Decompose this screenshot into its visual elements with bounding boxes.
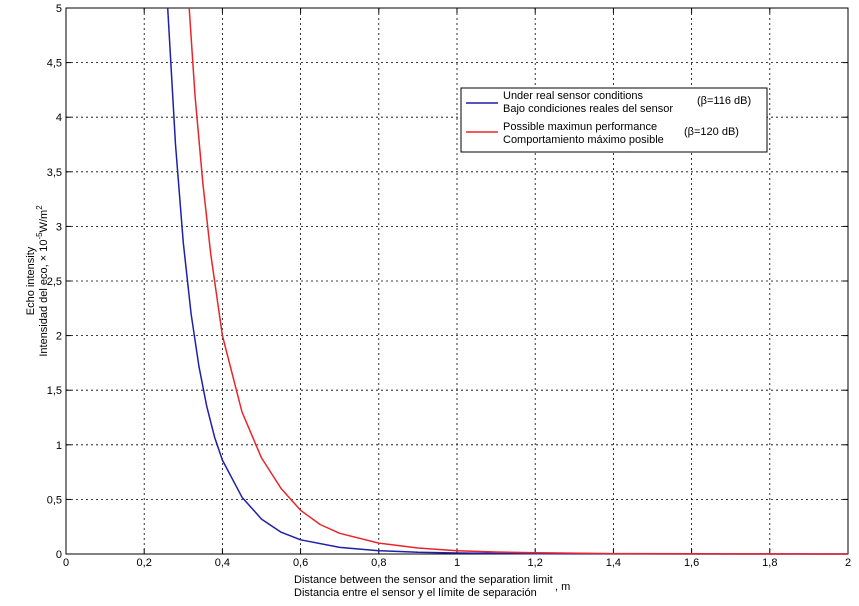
x-axis-label-en: Distance between the sensor and the sepa… — [294, 574, 553, 586]
series-line-1 — [188, 7, 849, 555]
y-axis-label-es: Intensidad del eco, × 10-5W/m2 — [35, 205, 50, 357]
y-tick-label: 1 — [56, 440, 62, 452]
x-tick-label: 0,6 — [293, 557, 308, 569]
y-axis-label: Echo intensity Intensidad del eco, × 10-… — [25, 205, 50, 357]
x-axis-label-unit: , m — [555, 581, 570, 593]
y-axis-label-en: Echo intensity — [25, 246, 37, 315]
y-tick-labels: 0 0,5 1 1,5 2 2,5 3 3,5 4 4,5 5 — [47, 3, 62, 561]
x-tick-label: 1,4 — [606, 557, 621, 569]
x-axis-label-es: Distancia entre el sensor y el límite de… — [294, 587, 537, 599]
legend-label-real-es: Bajo condiciones reales del sensor — [503, 103, 673, 115]
y-tick-label: 1,5 — [47, 385, 62, 397]
legend-box — [460, 87, 768, 153]
x-tick-label: 2 — [845, 557, 851, 569]
x-tick-label: 0,2 — [137, 557, 152, 569]
y-tick-label: 3,5 — [47, 167, 62, 179]
y-tick-label: 5 — [56, 3, 62, 15]
series-lines — [166, 7, 849, 555]
y-tick-label: 0,5 — [47, 494, 62, 506]
x-tick-label: 1,6 — [684, 557, 699, 569]
x-tick-label: 1,8 — [762, 557, 777, 569]
legend-annotation-real: (β=116 dB) — [697, 95, 751, 107]
x-tick-labels: 0 0,2 0,4 0,6 0,8 1 1,2 1,4 1,6 1,8 2 — [63, 557, 851, 569]
legend: Under real sensor conditions Bajo condic… — [460, 87, 768, 153]
y-tick-label: 3 — [56, 221, 62, 233]
y-tick-label: 2,5 — [47, 276, 62, 288]
y-tick-label: 0 — [56, 549, 62, 561]
y-tick-label: 2 — [56, 331, 62, 343]
legend-label-max-es: Comportamiento máximo posible — [503, 134, 664, 146]
legend-label-max-en: Possible maximun performance — [503, 121, 657, 133]
x-tick-label: 0 — [63, 557, 69, 569]
legend-label-real-en: Under real sensor conditions — [503, 90, 644, 102]
x-tick-label: 1 — [454, 557, 460, 569]
y-tick-label: 4 — [56, 112, 62, 124]
x-tick-label: 1,2 — [528, 557, 543, 569]
legend-annotation-max: (β=120 dB) — [684, 126, 739, 138]
x-tick-label: 0,8 — [371, 557, 386, 569]
x-tick-label: 0,4 — [215, 557, 230, 569]
y-tick-label: 4,5 — [47, 58, 62, 70]
